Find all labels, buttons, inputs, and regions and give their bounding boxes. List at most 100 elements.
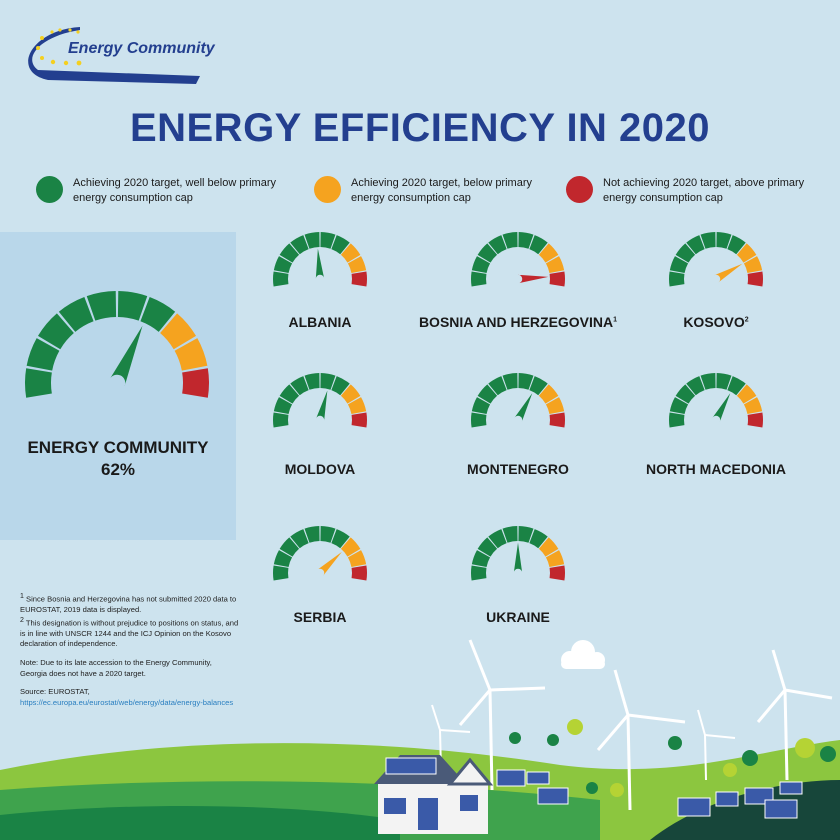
gauge-label: MONTENEGRO: [408, 461, 628, 477]
gauge-segment: [727, 235, 746, 255]
gauge-segment: [549, 565, 565, 581]
gauge-segment: [182, 368, 210, 398]
hill-dark: [650, 780, 840, 840]
country-name: KOSOVO: [683, 314, 745, 330]
gauge-segment: [488, 376, 507, 396]
gauge-segment: [304, 232, 320, 249]
gauge-segment: [529, 529, 548, 549]
gauge-segment: [549, 412, 565, 428]
gauge-needle: [517, 274, 549, 284]
gauge-segment: [340, 243, 361, 263]
gauge-segment: [470, 412, 487, 428]
gauge-segment: [340, 384, 361, 404]
cloud-icon: [561, 640, 605, 669]
gauge-label: KOSOVO2: [606, 314, 826, 330]
source-label: Source: EUROSTAT,: [20, 687, 90, 697]
gauge-segment: [743, 256, 763, 274]
source: Source: EUROSTAT, https://ec.europa.eu/e…: [20, 687, 240, 708]
gauge-segment: [736, 243, 757, 263]
orange-dot-icon: [314, 176, 341, 203]
gauge-segment: [471, 256, 491, 274]
gauge-segment: [668, 271, 685, 287]
gauge-segment: [117, 291, 148, 321]
landscape-illustration: [0, 639, 840, 840]
gauge-segment: [538, 243, 559, 263]
gauge-segment: [477, 384, 498, 404]
gauge-segment: [488, 529, 507, 549]
gauge-segment: [272, 271, 289, 287]
gauge-segment: [37, 313, 74, 350]
country-name: MOLDOVA: [284, 461, 356, 477]
gauge-segment: [716, 232, 732, 249]
gauge-segment: [471, 397, 491, 415]
gauge-segment: [470, 565, 487, 581]
note-georgia: Note: Due to its late accession to the E…: [20, 658, 212, 678]
gauge-segment: [669, 256, 689, 274]
gauge-needle: [317, 551, 342, 577]
gauge-serbia: [272, 526, 367, 581]
gauge-segment: [538, 537, 559, 557]
gauge-segment: [279, 243, 300, 263]
gauge-segment: [273, 256, 293, 274]
gauge-segment: [347, 256, 367, 274]
gauge-label: SERBIA: [210, 609, 430, 625]
gauge-north-macedonia: [669, 373, 763, 428]
legend-text: Achieving 2020 target, below primary ene…: [351, 177, 532, 204]
gauge-segment: [538, 384, 559, 404]
gauge-segment: [716, 373, 732, 390]
footnote-marker: 2: [20, 616, 24, 624]
wind-turbine-icon: [783, 689, 789, 781]
gauge-segment: [471, 550, 491, 568]
gauge-segment: [26, 338, 60, 371]
page-title: ENERGY EFFICIENCY IN 2020: [129, 106, 711, 150]
legend-item-orange: Achieving 2020 target, below primary ene…: [314, 176, 544, 206]
country-name: BOSNIA AND HERZEGOVINA: [418, 314, 614, 330]
gauge-ukraine: [470, 526, 565, 581]
gauge-kosovo: [668, 232, 763, 287]
gauge-segment: [160, 313, 197, 350]
gauge-label: ALBANIA: [210, 314, 430, 330]
gauge-segment: [290, 235, 309, 255]
gauge-segment: [727, 376, 746, 396]
legend-text: Not achieving 2020 target, above primary…: [603, 177, 805, 204]
gauge-segment: [331, 529, 350, 549]
gauge-bosnia-and-herzegovina: [470, 232, 565, 287]
gauge-label: NORTH MACEDONIA: [606, 461, 826, 477]
energy-community-value: 62%: [100, 460, 136, 479]
country-name: SERBIA: [293, 609, 347, 625]
energy-community-label: ENERGY COMMUNITY 62%: [0, 437, 236, 481]
gauge-label: UKRAINE: [408, 609, 628, 625]
gauge-segment: [747, 412, 763, 428]
footnote-marker: 1: [613, 316, 618, 324]
gauge-segment: [347, 550, 367, 568]
gauge-segment: [331, 376, 350, 396]
gauge-segment: [529, 235, 548, 255]
gauge-segment: [351, 565, 367, 581]
source-link[interactable]: https://ec.europa.eu/eurostat/web/energy…: [20, 697, 234, 707]
hill-front: [0, 805, 400, 840]
logo-swoosh-shape: [28, 27, 200, 84]
gauge-segment: [686, 235, 705, 255]
gauge-segment: [290, 376, 309, 396]
gauge-segment: [518, 526, 534, 543]
gauge-segment: [545, 397, 565, 415]
gauge-segment: [477, 243, 498, 263]
country-name: ALBANIA: [288, 314, 352, 330]
gauge-segment: [279, 537, 300, 557]
gauge-segment: [502, 373, 518, 390]
gauge-segment: [529, 376, 548, 396]
legend-item-red: Not achieving 2020 target, above primary…: [566, 176, 816, 206]
gauge-needle: [315, 248, 325, 280]
wind-turbines: [431, 639, 833, 811]
gauge-segment: [477, 537, 498, 557]
gauge-needle: [109, 325, 143, 387]
footnote-text: Since Bosnia and Herzegovina has not sub…: [20, 594, 237, 615]
gauge-segment: [549, 271, 565, 287]
energy-community-title: ENERGY COMMUNITY: [27, 438, 209, 457]
gauge-segment: [273, 550, 293, 568]
gauge-segment: [86, 291, 117, 321]
footnotes: 1 Since Bosnia and Herzegovina has not s…: [20, 592, 240, 716]
